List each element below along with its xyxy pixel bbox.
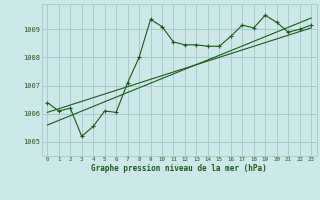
- X-axis label: Graphe pression niveau de la mer (hPa): Graphe pression niveau de la mer (hPa): [91, 164, 267, 173]
